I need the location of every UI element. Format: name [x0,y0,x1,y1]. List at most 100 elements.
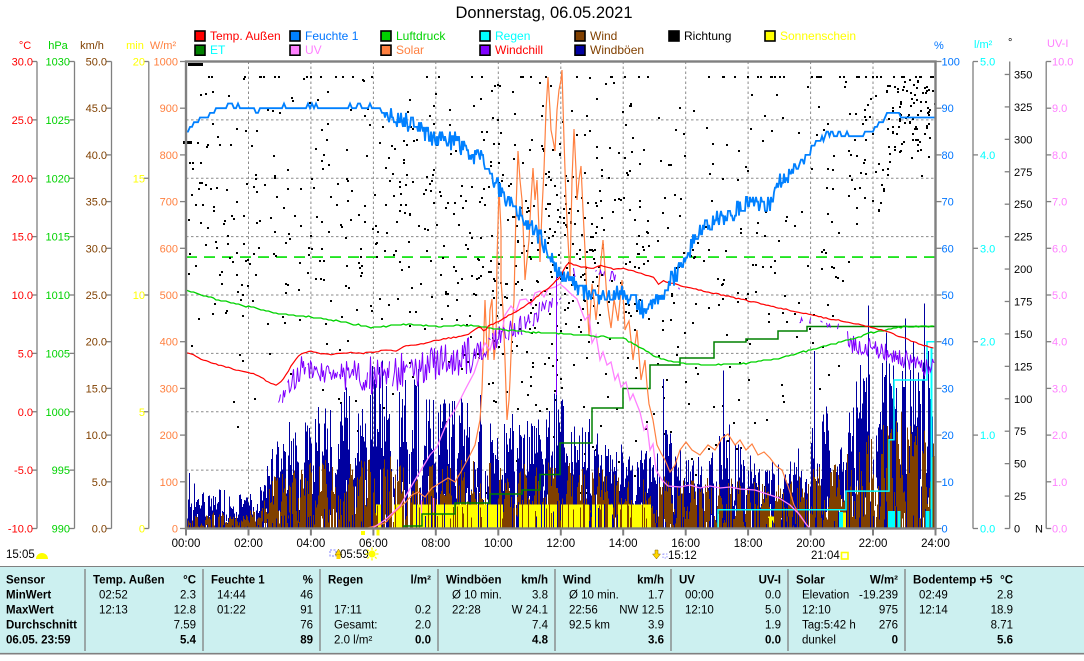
svg-text:22:56: 22:56 [569,605,598,617]
svg-text:250: 250 [1014,199,1032,211]
svg-text:Windchill: Windchill [495,43,543,57]
svg-text:06.05. 23:59: 06.05. 23:59 [6,635,71,647]
svg-text:60: 60 [942,243,954,255]
svg-text:km/h: km/h [637,575,664,587]
svg-text:300: 300 [1014,134,1032,146]
svg-text:00:00: 00:00 [685,590,714,602]
svg-text:12:13: 12:13 [99,605,128,617]
svg-text:15.0: 15.0 [12,232,33,244]
svg-text:3.9: 3.9 [648,620,664,632]
svg-text:5.0: 5.0 [92,477,107,489]
svg-text:20: 20 [133,57,145,69]
svg-text:8.71: 8.71 [991,620,1013,632]
svg-text:5.4: 5.4 [180,635,197,647]
svg-text:Temp. Außen: Temp. Außen [93,575,165,587]
svg-text:100: 100 [1014,394,1032,406]
svg-text:8.0: 8.0 [1052,150,1067,162]
svg-text:Gesamt:: Gesamt: [334,620,377,632]
svg-text:12:14: 12:14 [919,605,948,617]
svg-text:20.0: 20.0 [12,173,33,185]
svg-text:800: 800 [160,150,178,162]
svg-text:125: 125 [1014,361,1032,373]
svg-text:50: 50 [1014,459,1026,471]
svg-text:0.0: 0.0 [765,590,781,602]
svg-text:%: % [303,575,313,587]
svg-text:Wind: Wind [563,575,591,587]
svg-text:0: 0 [942,524,948,536]
svg-text:25.0: 25.0 [86,290,107,302]
svg-text:UV-I: UV-I [759,575,781,587]
svg-text:°: ° [1008,37,1012,49]
svg-text:NW 12.5: NW 12.5 [619,605,664,617]
svg-text:600: 600 [160,243,178,255]
svg-text:24:00: 24:00 [921,538,950,550]
svg-text:1030: 1030 [46,57,70,69]
svg-text:45.0: 45.0 [86,103,107,115]
svg-text:92.5 km: 92.5 km [569,620,610,632]
svg-text:%: % [934,40,944,52]
svg-text:Sensor: Sensor [6,575,46,587]
svg-text:175: 175 [1014,296,1032,308]
svg-text:2.0: 2.0 [1052,430,1067,442]
svg-text:15.0: 15.0 [86,383,107,395]
svg-text:30: 30 [942,383,954,395]
svg-text:0.0: 0.0 [18,407,33,419]
svg-text:W 24.1: W 24.1 [512,605,548,617]
svg-text:0.0: 0.0 [415,635,431,647]
svg-text:5.0: 5.0 [765,605,781,617]
svg-text:Feuchte 1: Feuchte 1 [305,29,359,43]
svg-text:200: 200 [160,430,178,442]
svg-text:200: 200 [1014,264,1032,276]
svg-text:Windböen: Windböen [446,575,501,587]
svg-text:00:00: 00:00 [172,538,201,550]
svg-text:l/m²: l/m² [411,575,432,587]
svg-text:Richtung: Richtung [684,29,731,43]
svg-text:km/h: km/h [80,40,104,52]
svg-text:22:00: 22:00 [859,538,888,550]
svg-text:min: min [126,40,144,52]
svg-text:91: 91 [300,605,313,617]
svg-text:1000: 1000 [46,407,70,419]
svg-text:Donnerstag, 06.05.2021: Donnerstag, 06.05.2021 [455,4,632,22]
svg-text:975: 975 [879,605,898,617]
svg-text:3.6: 3.6 [648,635,664,647]
svg-text:°C: °C [19,40,31,52]
svg-text:02:52: 02:52 [99,590,128,602]
svg-text:15:05: 15:05 [6,549,35,561]
svg-text:25: 25 [1014,491,1026,503]
svg-text:700: 700 [160,197,178,209]
svg-text:0.2: 0.2 [415,605,431,617]
svg-text:02:00: 02:00 [234,538,263,550]
svg-text:UV: UV [305,43,322,57]
svg-text:3.8: 3.8 [532,590,548,602]
svg-text:2.0: 2.0 [415,620,431,632]
svg-text:80: 80 [942,150,954,162]
svg-text:350: 350 [1014,69,1032,81]
svg-text:Elevation: Elevation [802,590,849,602]
svg-text:40: 40 [942,337,954,349]
svg-text:20:00: 20:00 [796,538,825,550]
svg-text:2.8: 2.8 [997,590,1013,602]
svg-text:20: 20 [942,430,954,442]
svg-text:12.8: 12.8 [174,605,196,617]
svg-text:ET: ET [210,43,226,57]
svg-text:30.0: 30.0 [86,243,107,255]
svg-text:7.4: 7.4 [532,620,549,632]
svg-text:990: 990 [52,524,70,536]
svg-text:4.0: 4.0 [1052,337,1067,349]
svg-text:km/h: km/h [521,575,548,587]
svg-text:4.8: 4.8 [532,635,549,647]
svg-text:18.9: 18.9 [991,605,1013,617]
svg-text:50: 50 [942,290,954,302]
svg-text:1.0: 1.0 [980,430,995,442]
svg-text:Windböen: Windböen [590,43,644,57]
svg-text:12:10: 12:10 [802,605,831,617]
svg-text:6.0: 6.0 [1052,243,1067,255]
svg-text:275: 275 [1014,167,1032,179]
svg-text:MaxWert: MaxWert [6,605,54,617]
svg-text:14:00: 14:00 [609,538,638,550]
svg-text:1010: 1010 [46,290,70,302]
svg-text:10.0: 10.0 [1052,57,1073,69]
svg-text:1020: 1020 [46,173,70,185]
svg-text:hPa: hPa [48,40,68,52]
